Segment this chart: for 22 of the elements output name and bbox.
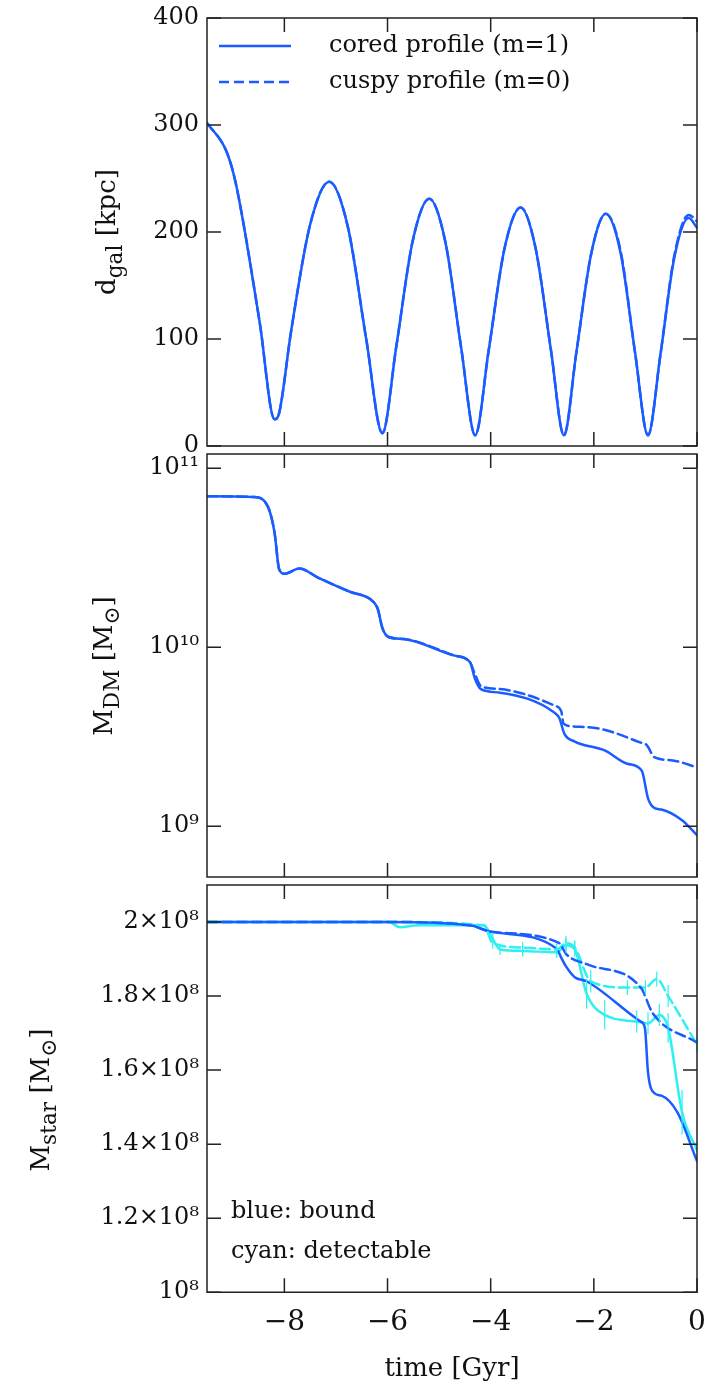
- y-tick-label: 300: [153, 109, 199, 138]
- annotation: blue: bound: [231, 1196, 376, 1225]
- x-axis-title: time [Gyr]: [384, 1352, 520, 1383]
- y-tick-label: 1.2×10⁸: [100, 1202, 199, 1231]
- y-tick-label: 100: [153, 323, 199, 352]
- legend-label: cuspy profile (m=0): [329, 66, 571, 95]
- y-tick-label: 1.8×10⁸: [100, 980, 199, 1009]
- y-tick-label: 10⁹: [158, 810, 200, 839]
- y-tick-label: 1.6×10⁸: [100, 1054, 199, 1083]
- y-tick-label: 10⁸: [158, 1276, 199, 1305]
- y-tick-label: 200: [153, 216, 199, 245]
- x-tick-label: −4: [470, 1304, 512, 1338]
- y-tick-label: 400: [153, 2, 199, 31]
- x-tick-label: −2: [573, 1304, 615, 1338]
- legend-label: cored profile (m=1): [329, 30, 570, 59]
- x-tick-label: −6: [366, 1304, 409, 1338]
- x-tick-label: 0: [688, 1304, 706, 1338]
- y-tick-label: 10¹⁰: [149, 631, 199, 660]
- y-tick-label: 1.4×10⁸: [100, 1128, 199, 1157]
- annotation: cyan: detectable: [231, 1236, 432, 1265]
- x-tick-label: −8: [263, 1304, 306, 1338]
- y-tick-label: 2×10⁸: [123, 906, 199, 935]
